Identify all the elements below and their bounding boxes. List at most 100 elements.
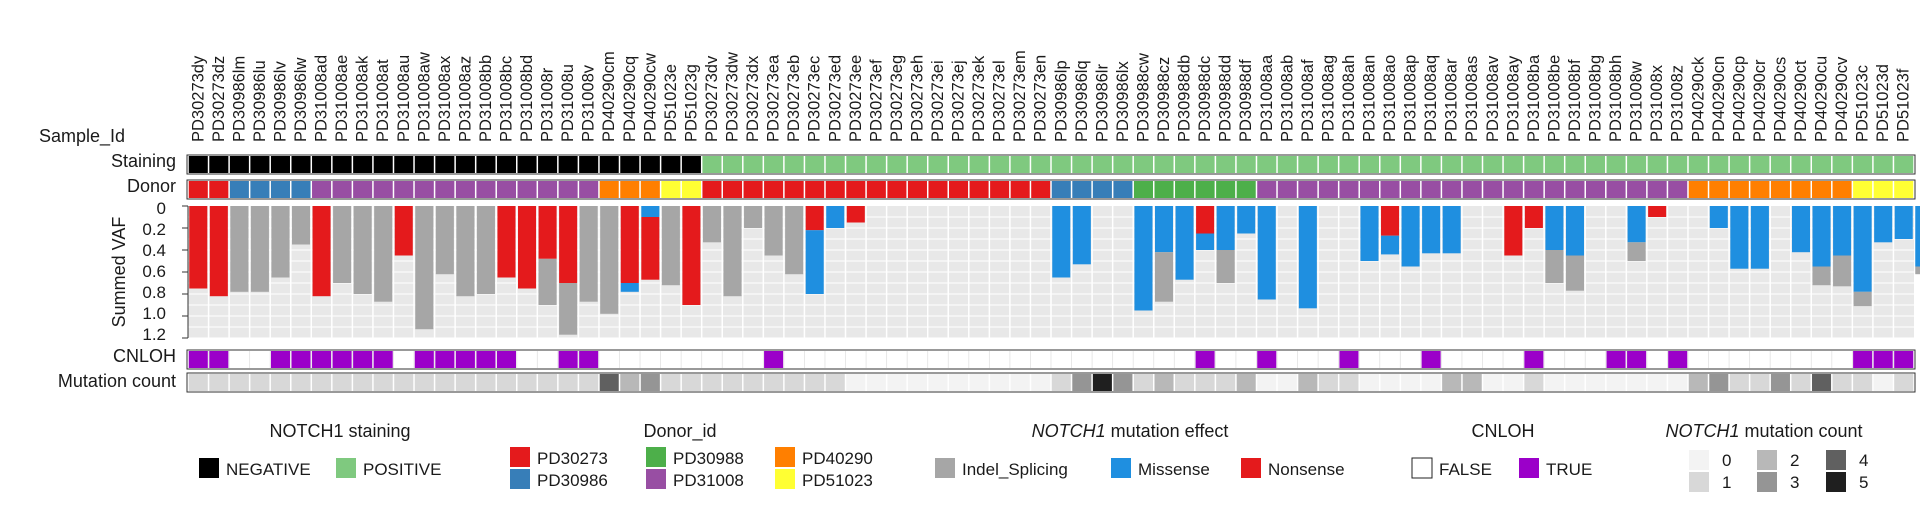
cnloh-cell <box>1257 351 1277 368</box>
vaf-bar-segment <box>394 206 413 256</box>
count-cell <box>538 374 558 391</box>
vaf-bar-segment <box>1853 291 1872 307</box>
vaf-axis: 0 0.2 0.4 0.6 0.8 1.0 1.2 <box>142 199 189 344</box>
staining-cell <box>1585 156 1606 173</box>
count-cell <box>353 374 373 391</box>
staining-cell <box>743 156 763 173</box>
legend-label: 5 <box>1859 473 1868 492</box>
count-cell <box>1750 374 1770 391</box>
sample-label: PD31008at <box>374 59 392 142</box>
donor-cell <box>270 181 290 198</box>
count-cell <box>414 374 434 391</box>
sample-label: PD40290cn <box>1710 56 1728 142</box>
vaf-bar-segment <box>1648 206 1667 217</box>
sample-label: PD31008ag <box>1319 55 1337 142</box>
staining-cell <box>949 156 969 173</box>
vaf-bar-segment <box>805 230 824 294</box>
donor-cell <box>1318 181 1338 198</box>
donor-cell <box>579 181 599 198</box>
legend-swatch-positive <box>336 458 356 478</box>
staining-cell <box>1051 156 1071 173</box>
donor-cell <box>1298 181 1318 198</box>
count-cell <box>1544 374 1564 391</box>
donor-cell <box>969 181 989 198</box>
legend-mutation-count: NOTCH1 mutation count 0 1 2 3 4 5 <box>1665 421 1868 492</box>
vaf-bar-segment <box>374 206 393 302</box>
cnloh-cell <box>969 351 989 368</box>
vaf-bar-segment <box>1915 266 1920 275</box>
sample-label: PD31008ax <box>436 55 454 142</box>
vaf-bar-segment <box>1627 242 1646 261</box>
vaf-bar-segment <box>230 206 249 292</box>
cnloh-cell <box>1031 351 1051 368</box>
sample-label: PD30273dz <box>210 56 228 142</box>
cnloh-cell <box>949 351 969 368</box>
count-cell <box>805 374 825 391</box>
cnloh-cell <box>1133 351 1153 368</box>
count-cell <box>1092 374 1112 391</box>
staining-cell <box>928 156 948 173</box>
donor-cell <box>661 181 681 198</box>
cnloh-cell <box>1750 351 1770 368</box>
donor-cell <box>414 181 434 198</box>
vaf-bar-segment <box>1154 206 1174 253</box>
sample-label: PD30988db <box>1176 55 1194 142</box>
count-cell <box>1832 374 1852 391</box>
legend-label: PD51023 <box>802 471 873 490</box>
staining-cell <box>414 156 434 173</box>
donor-cell <box>1647 181 1667 198</box>
sample-label: PD31008bf <box>1566 59 1584 142</box>
legend-swatch-count-1 <box>1689 472 1709 492</box>
cnloh-cell <box>1236 351 1256 368</box>
count-cell <box>640 374 660 391</box>
cnloh-cell <box>1770 351 1790 368</box>
vaf-bar-segment <box>312 206 331 297</box>
staining-cell <box>476 156 496 173</box>
sample-label: PD51023g <box>682 64 700 142</box>
cnloh-cell <box>743 351 763 368</box>
sample-label: PD31008au <box>395 55 413 142</box>
count-cell <box>1010 374 1030 391</box>
vaf-bar-segment <box>1052 206 1071 278</box>
staining-cell <box>599 156 619 173</box>
sample-label: PD30273ea <box>765 54 783 142</box>
vaf-bar-segment <box>764 206 783 256</box>
cnloh-cell <box>640 351 660 368</box>
sample-label: PD31008z <box>1669 65 1687 142</box>
donor-cell <box>1195 181 1215 198</box>
sample-label: PD31008aq <box>1422 55 1440 142</box>
cnloh-cell <box>1401 351 1421 368</box>
cnloh-cell <box>805 351 825 368</box>
sample-label: PD51023e <box>662 64 680 142</box>
cnloh-cell <box>1113 351 1133 368</box>
vaf-bar-segment <box>1257 206 1276 300</box>
sample-label: PD30273dx <box>744 55 762 142</box>
vaf-bar-segment <box>1422 206 1441 254</box>
sample-label: PD40290cp <box>1730 56 1748 142</box>
staining-cell <box>1133 156 1153 173</box>
donor-cell <box>1072 181 1092 198</box>
vaf-bar-segment <box>1196 206 1215 234</box>
sample-label: PD30273ec <box>806 56 824 142</box>
count-cell <box>1277 374 1297 391</box>
legend-swatch-pd31008 <box>646 469 666 489</box>
count-cell <box>1195 374 1215 391</box>
sample-label: PD30988dd <box>1217 55 1235 142</box>
cnloh-cell <box>599 351 619 368</box>
legend-label: 2 <box>1790 451 1799 470</box>
staining-cell <box>907 156 927 173</box>
cnloh-cell <box>476 351 496 368</box>
count-cell <box>1359 374 1380 391</box>
count-cell <box>455 374 475 391</box>
vaf-bar-segment <box>271 206 290 278</box>
vaf-bar-segment <box>1134 206 1153 311</box>
staining-cell <box>1627 156 1647 173</box>
donor-cell <box>1688 181 1708 198</box>
track-mutation-count <box>186 372 1916 393</box>
donor-cell <box>1627 181 1647 198</box>
cnloh-cell <box>907 351 927 368</box>
count-cell <box>846 374 866 391</box>
staining-cell <box>1873 156 1893 173</box>
count-cell <box>1483 374 1503 391</box>
staining-cell <box>1010 156 1030 173</box>
